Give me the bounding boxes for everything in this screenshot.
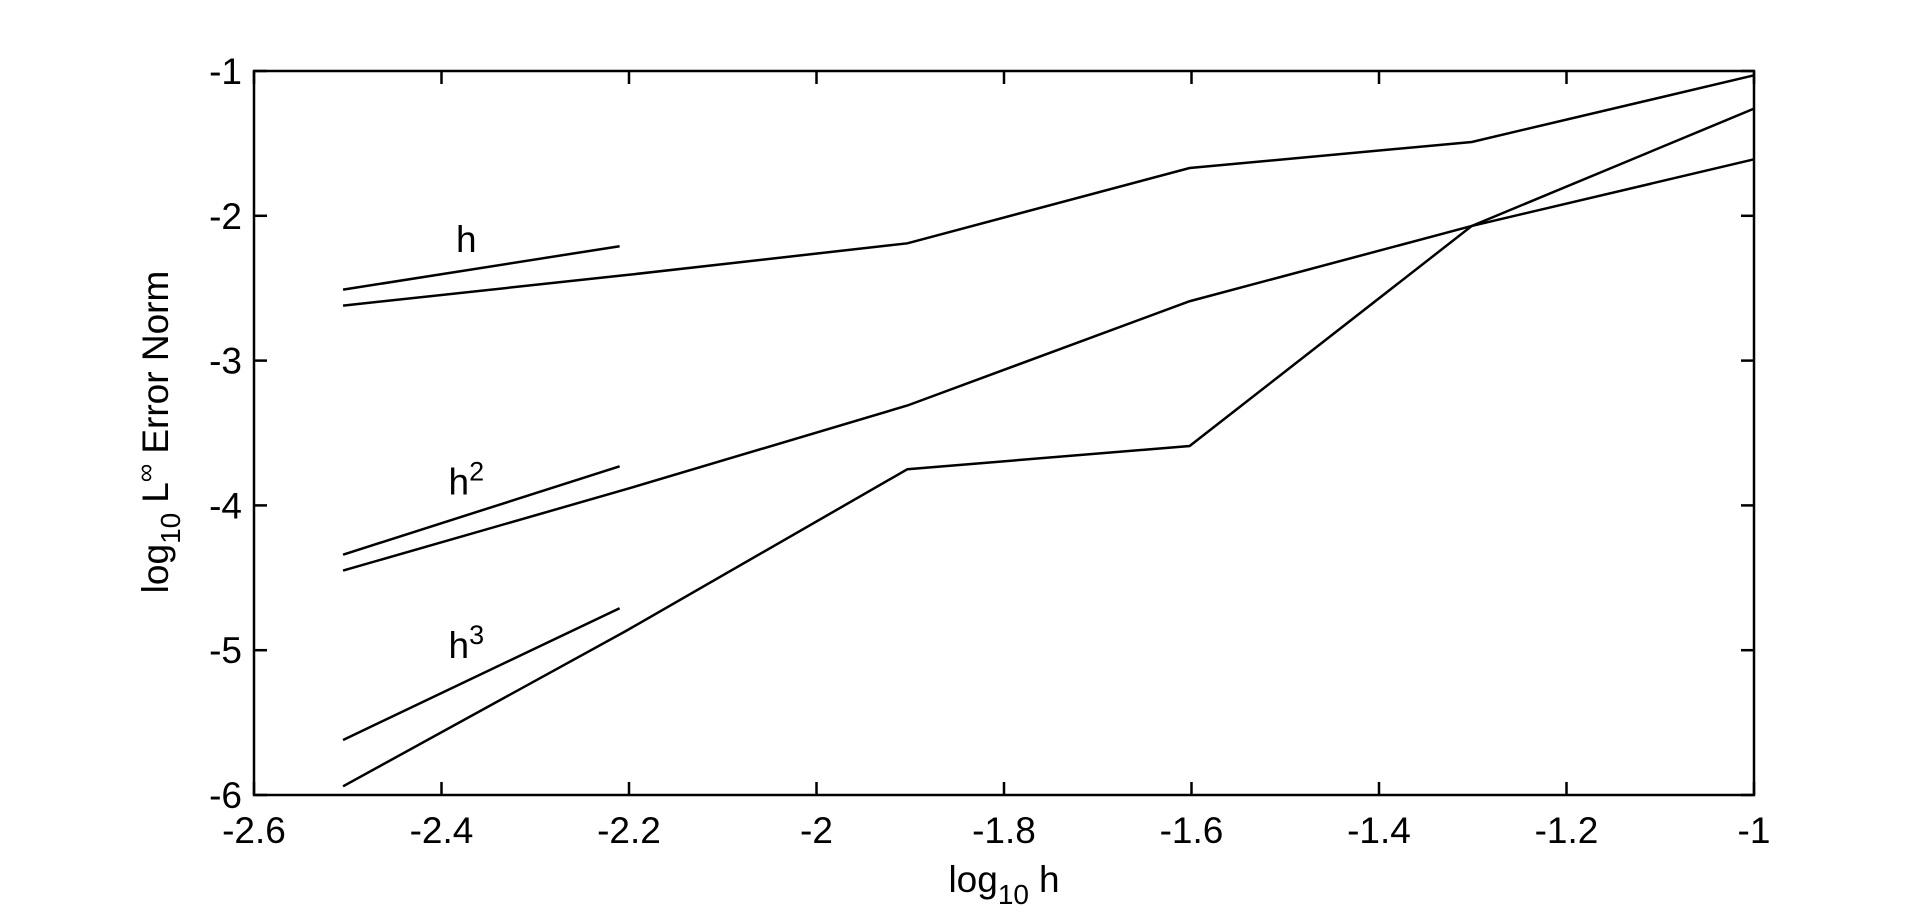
y-label-part: log: [135, 544, 176, 593]
x-tick-label: -2.6: [222, 810, 286, 851]
data-line: [342, 74, 1755, 307]
annotation: h: [456, 219, 477, 260]
x-label-part: log: [948, 859, 997, 900]
y-tick-label: -2: [209, 196, 242, 237]
x-axis-label: log10 h: [948, 859, 1059, 910]
annotation-superscript: 2: [469, 456, 484, 486]
reference-line: [342, 465, 621, 556]
x-tick-label: -2.2: [597, 810, 661, 851]
data-line: [342, 107, 1755, 788]
x-tick-label: -1.6: [1160, 810, 1224, 851]
plot-frame: [252, 69, 1756, 797]
y-axis-label: log10 L∞ Error Norm: [130, 271, 186, 594]
x-tick-label: -1: [1738, 810, 1771, 851]
x-tick-label: -1.4: [1347, 810, 1411, 851]
x-label-sub: 10: [998, 879, 1029, 910]
annotation-text: h: [456, 219, 477, 260]
y-tick-label: -1: [209, 51, 242, 92]
y-tick-label: -3: [209, 341, 242, 382]
annotation-text: h: [449, 461, 470, 502]
y-tick-label: -5: [209, 630, 242, 671]
annotation-text: h: [449, 625, 470, 666]
annotation: h3: [449, 620, 485, 666]
y-label-part: L: [135, 482, 176, 503]
x-tick-label: -1.2: [1535, 810, 1599, 851]
y-label-sup: ∞: [130, 464, 160, 483]
annotation: h2: [449, 456, 485, 502]
data-line: [342, 158, 1755, 572]
x-tick-label: -2.4: [410, 810, 474, 851]
x-tick-label: -2: [800, 810, 833, 851]
reference-line: [342, 244, 620, 291]
y-label-sub: 10: [155, 513, 186, 544]
x-label-part: h: [1039, 859, 1060, 900]
x-tick-label: -1.8: [972, 810, 1036, 851]
annotation-superscript: 3: [469, 620, 484, 650]
reference-line: [342, 607, 621, 742]
y-label-part: Error Norm: [135, 271, 176, 454]
y-tick-label: -6: [209, 775, 242, 816]
y-tick-label: -4: [209, 485, 242, 526]
